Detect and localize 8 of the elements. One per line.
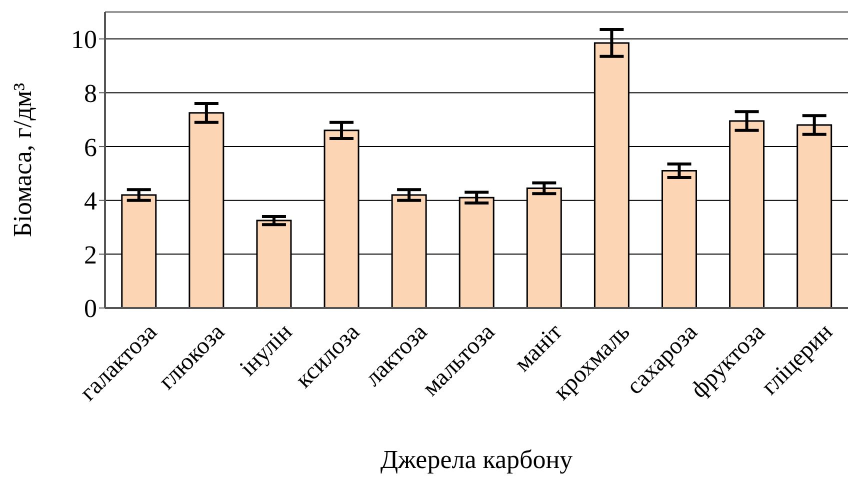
y-tick-label: 4 xyxy=(84,186,97,216)
y-axis-title: Біомаса, г/дм³ xyxy=(8,82,38,238)
y-tick-label: 6 xyxy=(84,132,97,162)
y-tick-label: 8 xyxy=(84,78,97,108)
y-tick-label: 10 xyxy=(71,25,97,54)
y-tick-label: 2 xyxy=(84,240,97,270)
y-tick-label: 0 xyxy=(84,294,97,324)
x-axis-title: Джерела карбону xyxy=(380,445,573,474)
